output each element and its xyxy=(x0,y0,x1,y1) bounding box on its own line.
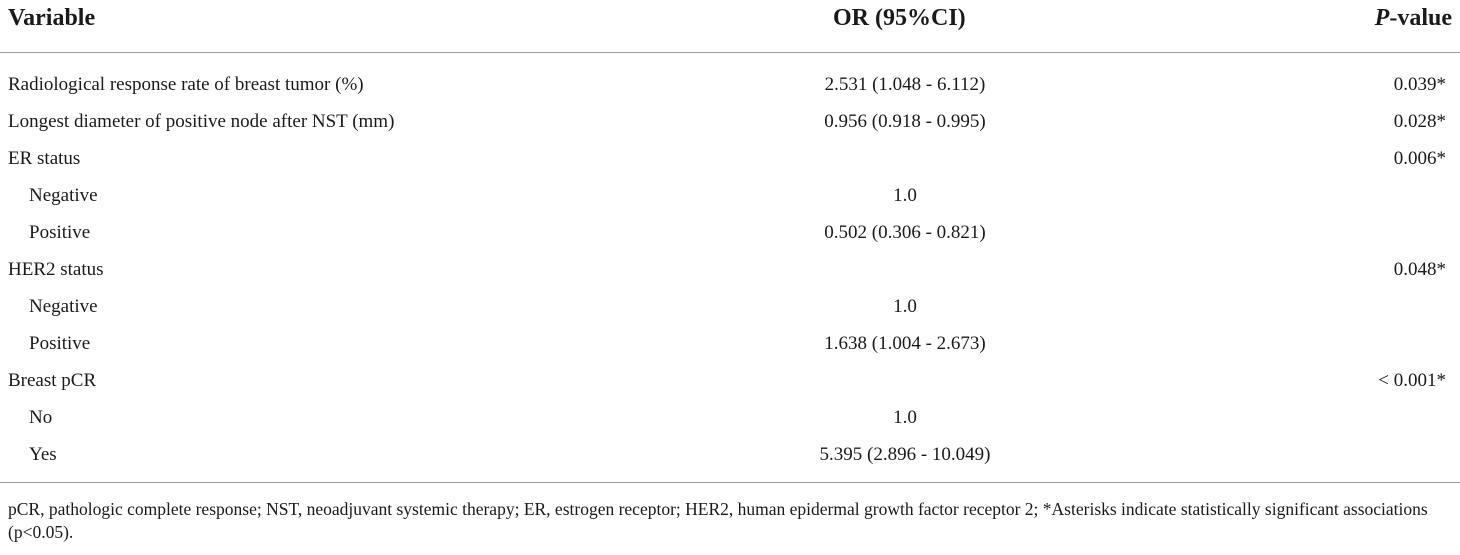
header-p-italic: P xyxy=(1374,5,1390,31)
table-row: HER2 status 0.048* xyxy=(0,258,1460,294)
bottom-rule xyxy=(0,482,1460,483)
cell-or-ci: 5.395 (2.896 - 10.049) xyxy=(819,444,991,465)
header-p-value: P-value xyxy=(1375,4,1452,32)
table-row: ER status 0.006* xyxy=(0,147,1460,183)
cell-variable: HER2 status xyxy=(8,259,104,280)
cell-p-value: 0.039* xyxy=(1393,74,1446,95)
cell-variable: ER status xyxy=(8,148,81,169)
table-header: Variable OR (95%CI) P-value xyxy=(0,0,1460,52)
table-row: Positive 1.638 (1.004 - 2.673) xyxy=(0,332,1460,368)
cell-or-ci: 2.531 (1.048 - 6.112) xyxy=(824,74,986,95)
cell-variable: Breast pCR xyxy=(8,370,97,391)
cell-or-ci: 1.0 xyxy=(893,407,917,428)
cell-p-value: 0.028* xyxy=(1393,111,1446,132)
cell-variable: Negative xyxy=(29,296,98,317)
cell-p-value: 0.048* xyxy=(1393,259,1446,280)
cell-or-ci: 0.956 (0.918 - 0.995) xyxy=(824,111,986,132)
cell-or-ci: 1.638 (1.004 - 2.673) xyxy=(824,333,986,354)
table-footnote: pCR, pathologic complete response; NST, … xyxy=(8,499,1428,542)
table-row: Negative 1.0 xyxy=(0,184,1460,220)
cell-or-ci: 1.0 xyxy=(893,185,917,206)
cell-or-ci: 1.0 xyxy=(893,296,917,317)
cell-p-value: 0.006* xyxy=(1393,148,1446,169)
cell-variable: Positive xyxy=(29,333,91,354)
header-rule xyxy=(0,52,1460,53)
cell-or-ci: 0.502 (0.306 - 0.821) xyxy=(824,222,986,243)
cell-variable: Negative xyxy=(29,185,98,206)
cell-variable: Longest diameter of positive node after … xyxy=(8,111,395,132)
header-p-rest: -value xyxy=(1389,5,1452,31)
table-row: Breast pCR < 0.001* xyxy=(0,369,1460,405)
cell-variable: Positive xyxy=(29,222,91,243)
header-variable: Variable xyxy=(8,5,96,31)
header-or-ci: OR (95%CI) xyxy=(833,5,966,31)
cell-variable: Radiological response rate of breast tum… xyxy=(8,74,364,95)
table-row: Negative 1.0 xyxy=(0,295,1460,331)
table-row: Positive 0.502 (0.306 - 0.821) xyxy=(0,221,1460,257)
table-row: Longest diameter of positive node after … xyxy=(0,110,1460,146)
cell-variable: No xyxy=(29,407,53,428)
cell-p-value: < 0.001* xyxy=(1378,370,1446,391)
table-row: Yes 5.395 (2.896 - 10.049) xyxy=(0,443,1460,479)
cell-variable: Yes xyxy=(29,444,57,465)
table-row: Radiological response rate of breast tum… xyxy=(0,73,1460,109)
table-row: No 1.0 xyxy=(0,406,1460,442)
